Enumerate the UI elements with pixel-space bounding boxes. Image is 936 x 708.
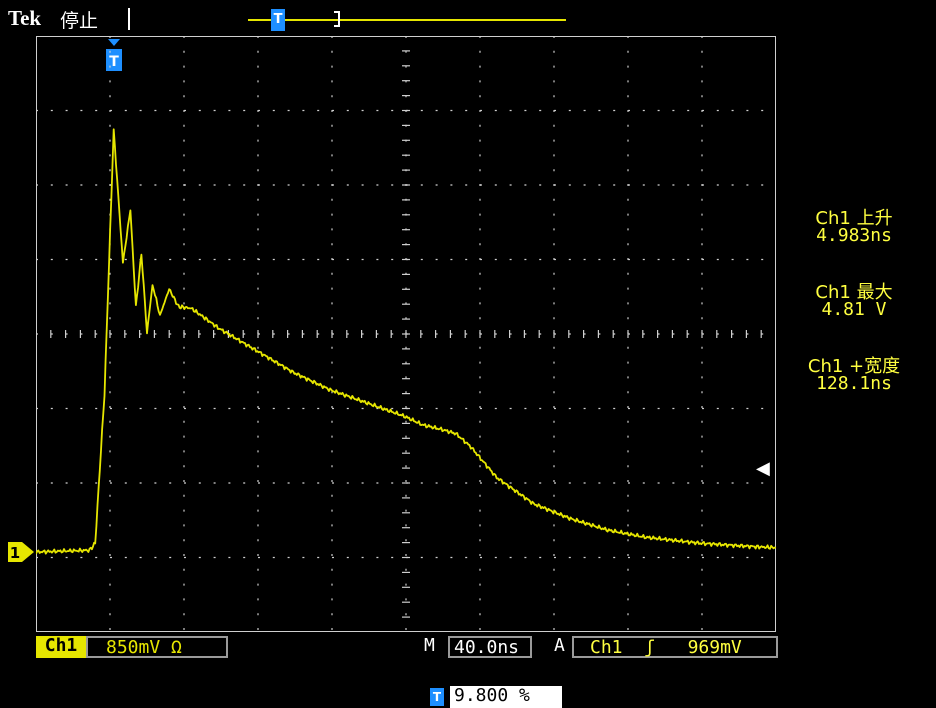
trigger-level: 969mV [687,637,742,658]
acquisition-status: 停止 [60,10,99,32]
measurement-max: Ch1 最大 4.81 V [784,282,924,320]
ch1-ground-marker[interactable]: 1 [8,540,36,568]
trigger-position-icon: T [430,688,444,706]
trigger-settings[interactable]: Ch1 ʃ 969mV [572,636,778,658]
brand-logo: Tek [8,6,42,30]
timebase-scale[interactable]: 40.0ns [448,636,532,658]
measurement-label: Ch1 最大 [815,282,893,303]
ch1-vertical-scale[interactable]: 850mV Ω [86,636,228,658]
trigger-level-arrow-icon[interactable]: ◀ [756,458,770,479]
record-trigger-marker-icon: T [271,9,285,31]
measurement-label: Ch1 上升 [815,208,893,229]
measurement-value: 128.1ns [816,373,892,394]
graticule [36,36,776,632]
trigger-slope-icon: ʃ [644,637,656,658]
measurement-value: 4.983ns [816,225,892,246]
ch1-trace [36,128,776,555]
measurement-rise: Ch1 上升 4.983ns [784,208,924,246]
trigger-position-marker-icon[interactable]: T [104,39,124,73]
timebase-prefix: M [424,635,435,656]
ch1-ground-label: 1 [10,544,20,562]
record-view-bracket [334,11,340,27]
measurement-label: Ch1 +宽度 [807,356,901,377]
ch1-indicator[interactable]: Ch1 [36,636,86,658]
waveform-display [36,36,776,632]
trigger-position-value: 9.800 % [450,686,562,708]
record-length-bar [248,19,566,21]
trigger-prefix: A [554,635,565,656]
trigger-source: Ch1 [590,637,623,658]
measurement-value: 4.81 V [821,299,887,320]
measurement-pos-width: Ch1 +宽度 128.1ns [784,356,924,394]
header-divider [128,8,130,30]
trigger-position-marker-label: T [109,54,119,70]
measurement-panel: Ch1 上升 4.983ns Ch1 最大 4.81 V Ch1 +宽度 128… [784,210,924,432]
